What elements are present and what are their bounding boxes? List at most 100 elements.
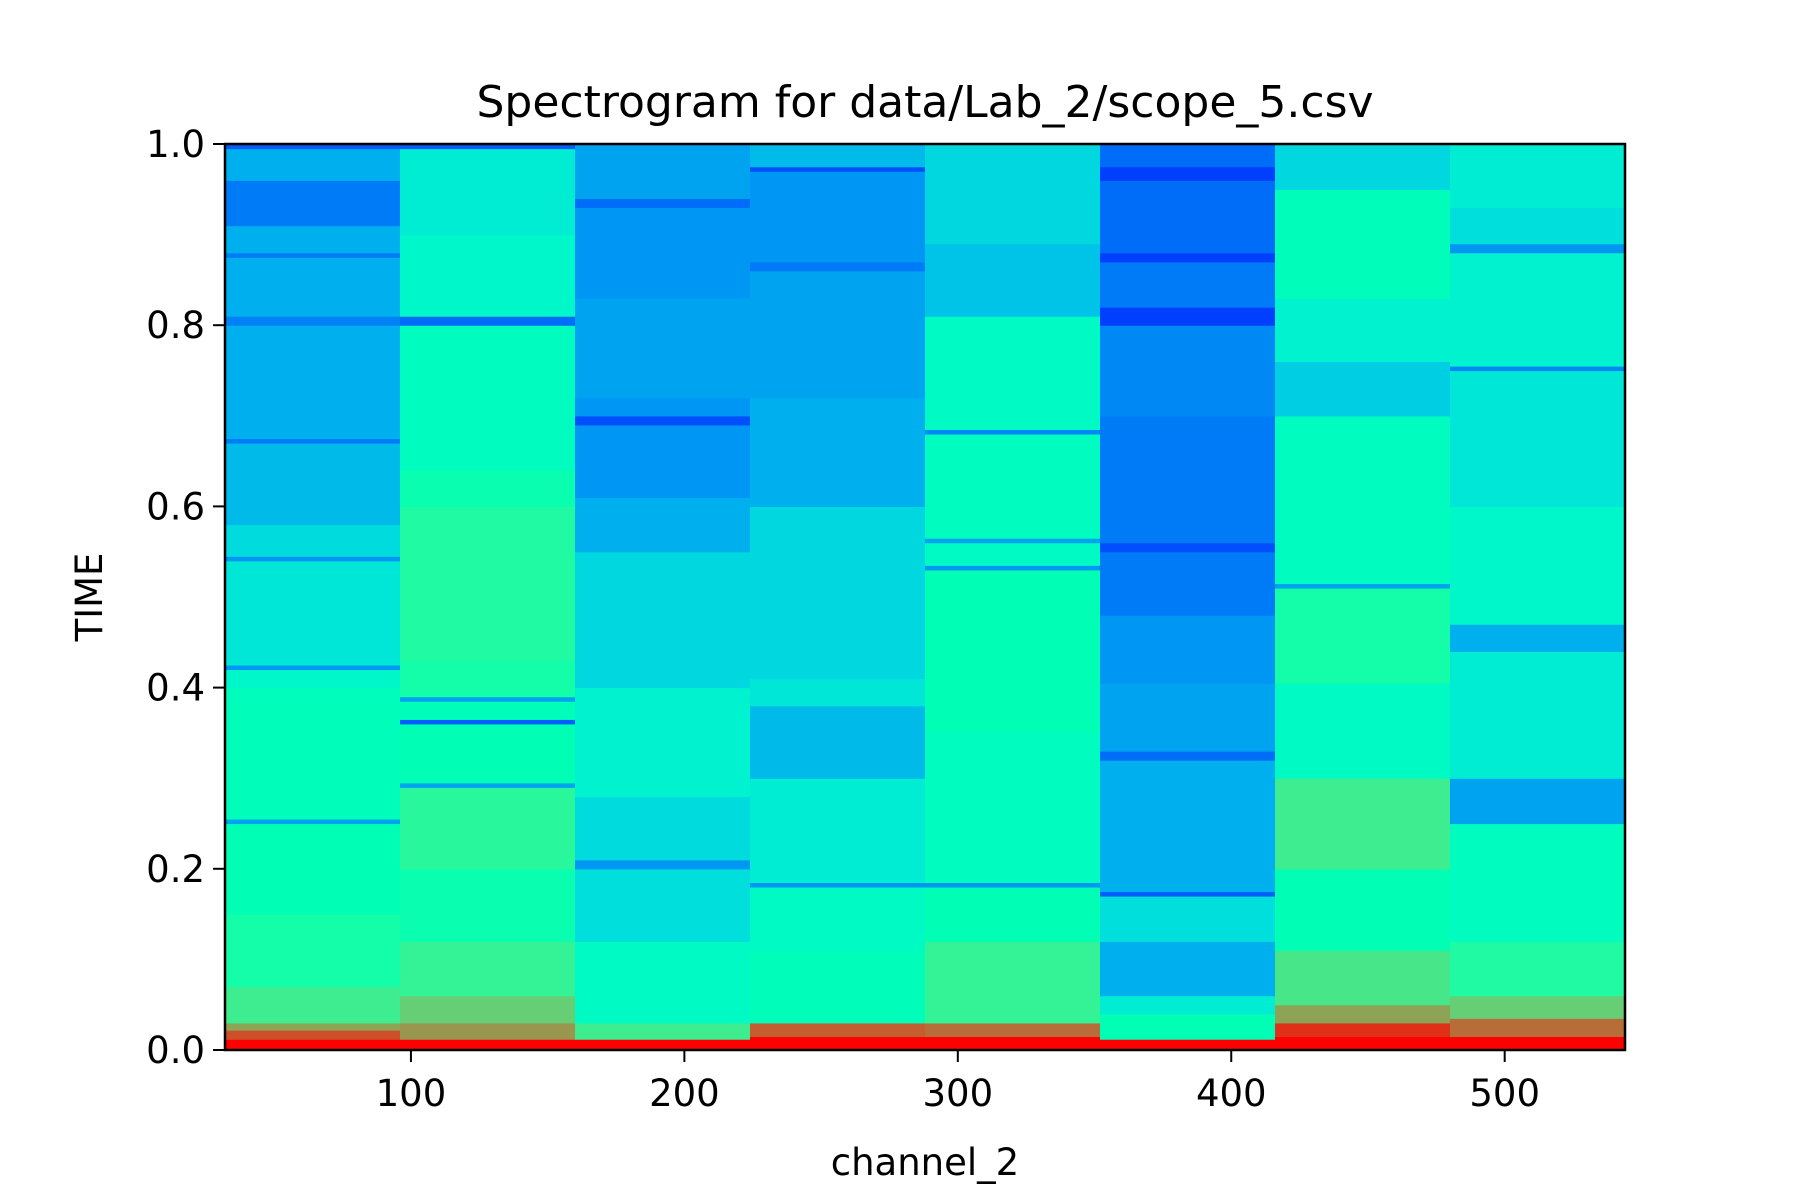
heatmap-cell	[225, 818, 401, 825]
heatmap-cell	[575, 198, 751, 209]
heatmap-cell	[1450, 207, 1626, 245]
y-tick-label: 0.8	[146, 304, 205, 347]
heatmap-cell	[1450, 365, 1626, 372]
heatmap-cell	[400, 696, 576, 702]
y-axis: 0.0 0.2 0.4 0.6 0.8 1.0	[146, 123, 225, 1072]
heatmap-cell	[225, 524, 401, 557]
heatmap-cell	[400, 470, 576, 507]
heatmap-cell	[225, 687, 401, 820]
heatmap-cell	[925, 542, 1101, 566]
heatmap-cell	[575, 207, 751, 299]
heatmap-cell	[1275, 587, 1451, 684]
heatmap-cell	[750, 171, 926, 263]
heatmap-cell	[1100, 415, 1276, 544]
heatmap-cell	[1450, 506, 1626, 625]
heatmap-cell	[1100, 760, 1276, 893]
heatmap-cell	[925, 941, 1101, 1024]
x-tick-label: 300	[923, 1072, 994, 1115]
heatmap-cell	[925, 1022, 1101, 1038]
heatmap-cell	[575, 796, 751, 861]
heatmap-cell	[750, 397, 926, 507]
heatmap-cell	[225, 438, 401, 444]
heatmap-cell	[750, 886, 926, 951]
heatmap-cell	[575, 551, 751, 689]
heatmap-cell	[400, 144, 576, 150]
heatmap-cell	[1275, 868, 1451, 951]
heatmap-cell	[1275, 189, 1451, 299]
heatmap-cell	[225, 325, 401, 440]
heatmap-cell	[1100, 180, 1276, 254]
heatmap-cell	[1100, 1039, 1276, 1051]
heatmap-cell	[925, 433, 1101, 539]
heatmap-cell	[225, 316, 401, 326]
heatmap-cell	[225, 144, 401, 150]
heatmap-cell	[1275, 950, 1451, 1006]
heatmap-cell	[225, 1030, 401, 1040]
heatmap-cell	[1275, 415, 1451, 585]
heatmap-cell	[400, 782, 576, 788]
heatmap-cell	[925, 886, 1101, 942]
x-axis: 100 200 300 400 500	[376, 1050, 1540, 1115]
heatmap-cell	[925, 538, 1101, 544]
heatmap-cell	[575, 298, 751, 399]
heatmap-cell	[1100, 144, 1276, 168]
heatmap-cell	[400, 868, 576, 942]
heatmap-cell	[225, 664, 401, 671]
heatmap-cell	[575, 868, 751, 942]
heatmap-cell	[400, 719, 576, 725]
heatmap-cell	[575, 397, 751, 417]
heatmap-cell	[400, 1022, 576, 1040]
heatmap-cell	[750, 506, 926, 680]
heatmap-cell	[1100, 325, 1276, 417]
heatmap-cell	[750, 705, 926, 779]
heatmap-cell	[225, 225, 401, 254]
heatmap-cell	[750, 166, 926, 172]
heatmap-cell	[1100, 551, 1276, 616]
x-tick-label: 100	[376, 1072, 447, 1115]
heatmap-cell	[1100, 895, 1276, 942]
y-tick-label: 0.2	[146, 848, 205, 891]
heatmap-cell	[575, 1022, 751, 1040]
heatmap-cell	[575, 424, 751, 498]
heatmap-cell	[1450, 144, 1626, 209]
heatmap-cell	[1100, 307, 1276, 326]
heatmap-cell	[225, 1039, 401, 1051]
heatmap-cell	[1275, 144, 1451, 190]
heatmap-cell	[925, 732, 1101, 883]
x-axis-label: channel_2	[831, 1141, 1019, 1184]
heatmap-cell	[400, 787, 576, 870]
heatmap-cell	[225, 823, 401, 915]
heatmap-cell	[1100, 261, 1276, 308]
heatmap-cell	[400, 1039, 576, 1051]
heatmap-cell	[925, 1036, 1101, 1051]
chart-title: Spectrogram for data/Lab_2/scope_5.csv	[476, 77, 1373, 128]
heatmap-cell	[1450, 370, 1626, 507]
heatmap-cell	[575, 144, 751, 199]
heatmap-cell	[400, 660, 576, 698]
heatmap-cell	[225, 1013, 401, 1024]
heatmap-cell	[925, 565, 1101, 571]
heatmap-cell	[225, 442, 401, 526]
heatmap-cell	[1275, 1004, 1451, 1024]
heatmap-cell	[1100, 615, 1276, 684]
heatmap-cell	[750, 882, 926, 888]
heatmap-cell	[575, 1039, 751, 1051]
heatmap-cell	[225, 1022, 401, 1031]
heatmap-cell	[1450, 252, 1626, 367]
heatmap-cell	[1100, 751, 1276, 761]
heatmap-cell	[750, 678, 926, 707]
heatmap-cell	[1450, 1018, 1626, 1038]
heatmap-cell	[1100, 252, 1276, 263]
y-axis-label: TIME	[68, 553, 111, 643]
heatmap-cell	[1100, 995, 1276, 1015]
heatmap-cell	[1275, 298, 1451, 363]
heatmap-cell	[575, 497, 751, 553]
heatmap-cell	[1275, 583, 1451, 589]
heatmap-cell	[1450, 624, 1626, 652]
heatmap-cell	[1450, 243, 1626, 254]
heatmap-cell	[1450, 1036, 1626, 1051]
heatmap-cell	[1450, 651, 1626, 779]
heatmap-cell	[575, 415, 751, 426]
heatmap-cell	[750, 1022, 926, 1038]
